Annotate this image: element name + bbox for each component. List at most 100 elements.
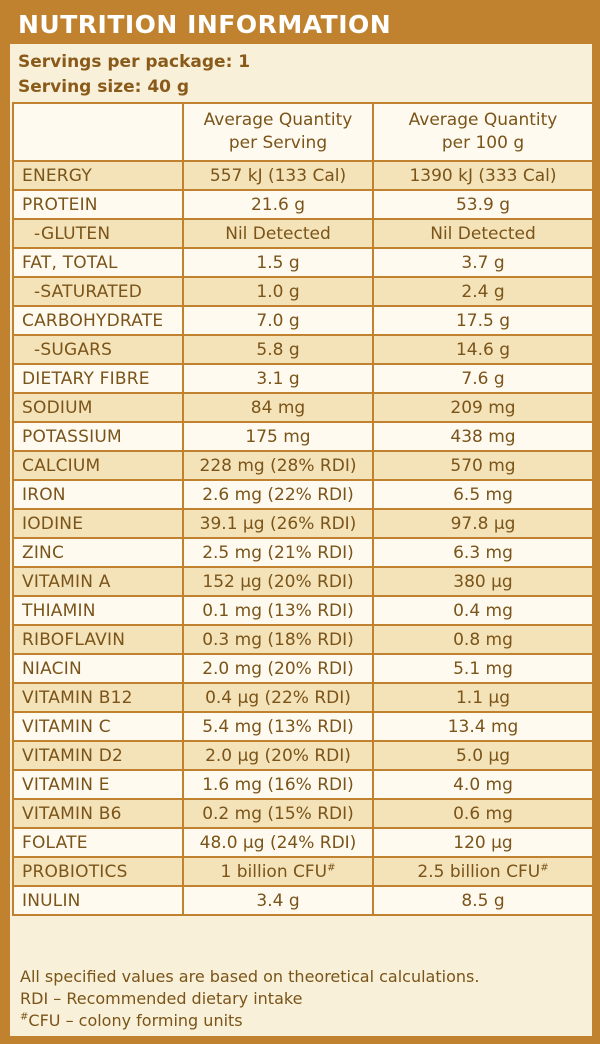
nutrient-row: THIAMIN 0.1 mg (13% RDI) 0.4 mg (12, 595, 594, 626)
per-100g-text: 53.9 g (455, 194, 511, 215)
per-serving-text: 1.0 g (256, 281, 300, 302)
per-serving-value: 21.6 g (182, 189, 374, 220)
nutrient-row: VITAMIN D2 2.0 µg (20% RDI) 5.0 µg (12, 740, 594, 771)
per-100g-value: 4.0 mg (372, 769, 594, 800)
per-serving-value: 175 mg (182, 421, 374, 452)
nutrient-name: ENERGY (12, 160, 184, 191)
nutrient-name: VITAMIN C (12, 711, 184, 742)
nutrient-name: ZINC (12, 537, 184, 568)
per-serving-text: 0.4 µg (22% RDI) (205, 687, 351, 708)
per-100g-text: 97.8 µg (450, 513, 516, 534)
per-100g-text: 570 mg (450, 455, 516, 476)
per-serving-text: 5.8 g (256, 339, 300, 360)
per-serving-value: 2.6 mg (22% RDI) (182, 479, 374, 510)
per-serving-value: 7.0 g (182, 305, 374, 336)
header-per-serving: Average Quantity per Serving (182, 102, 374, 162)
per-100g-text: 5.0 µg (455, 745, 511, 766)
footnote-calculations: All specified values are based on theore… (20, 967, 480, 986)
per-100g-value: 2.4 g (372, 276, 594, 307)
per-serving-text: Nil Detected (225, 223, 331, 244)
per-100g-text: Nil Detected (430, 223, 536, 244)
nutrient-name: VITAMIN B6 (12, 798, 184, 829)
nutrient-name: IRON (12, 479, 184, 510)
panel-title: NUTRITION INFORMATION (18, 10, 392, 39)
per-serving-value: 2.5 mg (21% RDI) (182, 537, 374, 568)
nutrient-name: POTASSIUM (12, 421, 184, 452)
per-serving-value: 2.0 µg (20% RDI) (182, 740, 374, 771)
nutrient-row: ENERGY 557 kJ (133 Cal) 1390 kJ (333 Cal) (12, 160, 594, 191)
per-100g-footnote-marker: # (540, 861, 549, 873)
nutrient-row: SODIUM 84 mg 209 mg (12, 392, 594, 423)
per-serving-value: 1.0 g (182, 276, 374, 307)
per-serving-text: 1.5 g (256, 252, 300, 273)
nutrient-row: RIBOFLAVIN 0.3 mg (18% RDI) 0.8 mg (12, 624, 594, 655)
per-serving-value: 557 kJ (133 Cal) (182, 160, 374, 191)
per-serving-text: 84 mg (250, 397, 306, 418)
per-100g-text: 4.0 mg (453, 774, 513, 795)
per-100g-text: 1390 kJ (333 Cal) (409, 165, 557, 186)
nutrient-name: PROTEIN (12, 189, 184, 220)
per-100g-value: 438 mg (372, 421, 594, 452)
nutrient-name: VITAMIN D2 (12, 740, 184, 771)
servings-per-package: Servings per package: 1 (18, 52, 251, 72)
per-100g-text: 3.7 g (461, 252, 505, 273)
nutrient-name: PROBIOTICS (12, 856, 184, 887)
per-serving-value: 0.4 µg (22% RDI) (182, 682, 374, 713)
per-serving-value: 1.6 mg (16% RDI) (182, 769, 374, 800)
nutrient-row: VITAMIN B12 0.4 µg (22% RDI) 1.1 µg (12, 682, 594, 713)
per-serving-value: 1 billion CFU# (182, 856, 374, 887)
per-100g-text: 0.6 mg (453, 803, 513, 824)
per-100g-value: 14.6 g (372, 334, 594, 365)
nutrient-row: ZINC 2.5 mg (21% RDI) 6.3 mg (12, 537, 594, 568)
per-serving-footnote-marker: # (327, 861, 336, 873)
nutrient-row: PROTEIN 21.6 g 53.9 g (12, 189, 594, 220)
nutrient-name: RIBOFLAVIN (12, 624, 184, 655)
per-100g-value: 5.0 µg (372, 740, 594, 771)
per-100g-text: 17.5 g (455, 310, 511, 331)
per-serving-value: 3.1 g (182, 363, 374, 394)
per-100g-text: 7.6 g (461, 368, 505, 389)
header-per-100g-line1: Average Quantity (408, 110, 558, 130)
per-serving-value: 1.5 g (182, 247, 374, 278)
per-100g-value: 97.8 µg (372, 508, 594, 539)
nutrient-name: NIACIN (12, 653, 184, 684)
per-serving-text: 7.0 g (256, 310, 300, 331)
serving-size: Serving size: 40 g (18, 77, 190, 97)
header-row: Average Quantity per Serving Average Qua… (12, 102, 594, 162)
per-100g-value: 6.5 mg (372, 479, 594, 510)
nutrient-row: VITAMIN E 1.6 mg (16% RDI) 4.0 mg (12, 769, 594, 800)
per-100g-value: Nil Detected (372, 218, 594, 249)
per-100g-value: 17.5 g (372, 305, 594, 336)
per-serving-text: 39.1 µg (26% RDI) (199, 513, 357, 534)
per-100g-text: 2.5 billion CFU (417, 861, 541, 882)
nutrient-name: IODINE (12, 508, 184, 539)
nutrient-row: DIETARY FIBRE 3.1 g 7.6 g (12, 363, 594, 394)
footnote-rdi: RDI – Recommended dietary intake (20, 989, 303, 1008)
per-serving-text: 2.0 µg (20% RDI) (205, 745, 351, 766)
per-serving-text: 3.1 g (256, 368, 300, 389)
per-100g-value: 120 µg (372, 827, 594, 858)
nutrient-row: FAT, TOTAL 1.5 g 3.7 g (12, 247, 594, 278)
per-serving-text: 2.5 mg (21% RDI) (202, 542, 354, 563)
nutrient-name: -SUGARS (12, 334, 184, 365)
per-serving-value: 2.0 mg (20% RDI) (182, 653, 374, 684)
header-per-serving-line2: per Serving (228, 133, 328, 153)
per-serving-value: 152 µg (20% RDI) (182, 566, 374, 597)
per-serving-value: 228 mg (28% RDI) (182, 450, 374, 481)
nutrient-name: FAT, TOTAL (12, 247, 184, 278)
nutrient-row: CALCIUM 228 mg (28% RDI) 570 mg (12, 450, 594, 481)
per-100g-text: 8.5 g (461, 890, 505, 911)
per-100g-value: 2.5 billion CFU# (372, 856, 594, 887)
footnote-cfu-marker: # (20, 1011, 29, 1023)
per-serving-value: 0.2 mg (15% RDI) (182, 798, 374, 829)
footnote-cfu: #CFU – colony forming units (20, 1010, 243, 1032)
nutrient-name: VITAMIN E (12, 769, 184, 800)
per-serving-text: 3.4 g (256, 890, 300, 911)
per-100g-value: 5.1 mg (372, 653, 594, 684)
header-per-100g-line2: per 100 g (441, 133, 525, 153)
nutrient-row: -SUGARS 5.8 g 14.6 g (12, 334, 594, 365)
per-serving-text: 48.0 µg (24% RDI) (199, 832, 357, 853)
nutrient-name: THIAMIN (12, 595, 184, 626)
nutrient-name: FOLATE (12, 827, 184, 858)
per-serving-text: 0.3 mg (18% RDI) (202, 629, 354, 650)
